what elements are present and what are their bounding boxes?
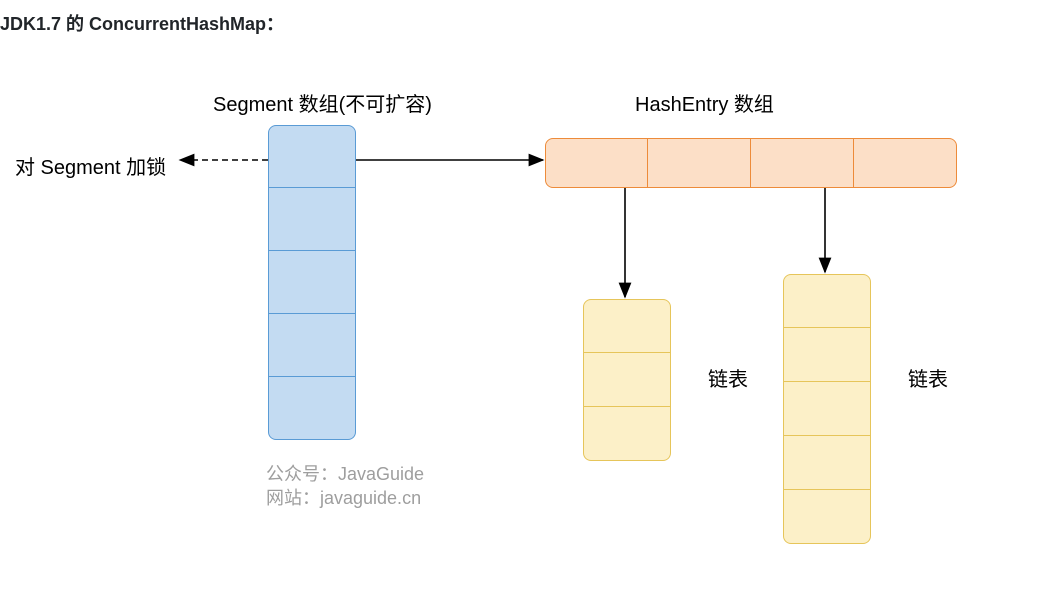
linked-list-1-cell — [583, 407, 671, 461]
hashentry-array-cell — [854, 138, 957, 188]
segment-array-cell — [268, 188, 356, 251]
linked-list-2-cell — [783, 382, 871, 436]
linked-list-2-cell — [783, 436, 871, 490]
segment-array-cell — [268, 314, 356, 377]
linkedlist-label-2: 链表 — [908, 363, 948, 392]
linkedlist-label-1: 链表 — [708, 363, 748, 392]
hashentry-array-cell — [751, 138, 854, 188]
hashentry-array-cell — [545, 138, 648, 188]
segment-array-cell — [268, 251, 356, 314]
linked-list-2-cell — [783, 490, 871, 544]
watermark-line-1: 公众号：JavaGuide — [266, 460, 424, 486]
linked-list-1-cell — [583, 353, 671, 407]
diagram-title: JDK1.7 的 ConcurrentHashMap： — [0, 10, 284, 36]
lock-label: 对 Segment 加锁 — [15, 151, 166, 180]
linked-list-2-cell — [783, 328, 871, 382]
segment-array-label: Segment 数组(不可扩容) — [213, 88, 432, 117]
linked-list-1-cell — [583, 299, 671, 353]
watermark-line-2: 网站：javaguide.cn — [266, 484, 421, 510]
hashentry-array-label: HashEntry 数组 — [635, 88, 774, 117]
segment-array-cell — [268, 377, 356, 440]
arrows-layer — [0, 0, 1063, 606]
hashentry-array-cell — [648, 138, 751, 188]
segment-array-cell — [268, 125, 356, 188]
linked-list-2-cell — [783, 274, 871, 328]
